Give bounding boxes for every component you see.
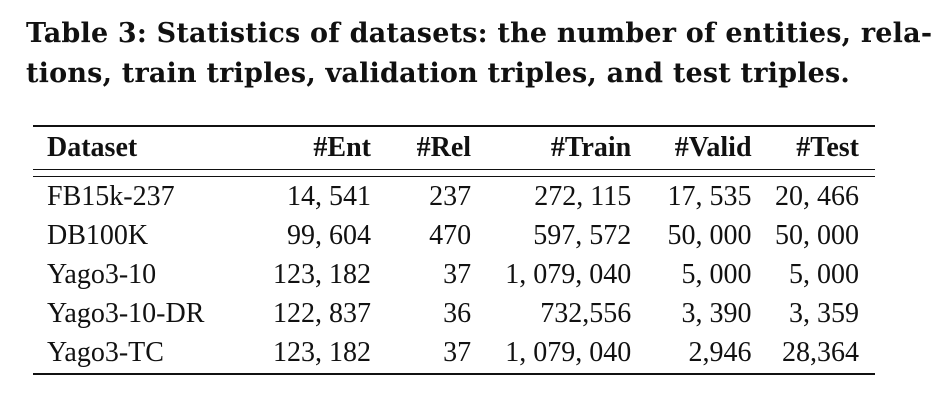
header-train: #Train	[471, 125, 632, 170]
caption-line-2: tions, train triples, validation triples…	[26, 58, 851, 89]
cell-dataset: FB15k-237	[47, 180, 175, 212]
cell-train: 597, 572	[533, 219, 632, 251]
cell-rel: 470	[429, 219, 472, 251]
cell-valid: 5, 000	[681, 258, 752, 290]
cell-rel: 37	[443, 258, 472, 290]
cell-rel: 237	[429, 180, 472, 212]
table-row: Yago3-10-DR 122, 837 36 732,556 3, 390 3…	[33, 294, 875, 333]
cell-dataset: Yago3-10-DR	[47, 297, 205, 329]
header-valid: #Valid	[631, 125, 752, 170]
double-rule	[33, 169, 875, 177]
cell-ent: 123, 182	[257, 333, 371, 375]
cell-valid: 2,946	[631, 333, 752, 375]
table-row: DB100K 99, 604 470 597, 572 50, 000 50, …	[33, 216, 875, 255]
table-caption: Table 3: Statistics of datasets: the num…	[26, 14, 933, 94]
cell-train: 1, 079, 040	[471, 333, 632, 375]
cell-test: 5, 000	[789, 258, 859, 290]
cell-valid: 50, 000	[667, 219, 752, 251]
cell-test: 3, 359	[789, 297, 859, 329]
cell-ent: 99, 604	[286, 219, 371, 251]
cell-ent: 14, 541	[286, 180, 371, 212]
cell-train: 272, 115	[534, 180, 632, 212]
cell-valid: 3, 390	[681, 297, 752, 329]
cell-train: 732,556	[540, 297, 632, 329]
header-rel: #Rel	[370, 125, 472, 170]
header-test: #Test	[751, 125, 875, 170]
cell-rel: 37	[370, 333, 472, 375]
caption-line-1: Table 3: Statistics of datasets: the num…	[26, 18, 933, 49]
dataset-statistics-table: Dataset #Ent #Rel #Train #Valid #Test FB…	[33, 125, 875, 375]
cell-rel: 36	[443, 297, 472, 329]
table-row: Yago3-10 123, 182 37 1, 079, 040 5, 000 …	[33, 255, 875, 294]
cell-dataset: DB100K	[47, 219, 149, 251]
cell-ent: 123, 182	[272, 258, 371, 290]
table-row: FB15k-237 14, 541 237 272, 115 17, 535 2…	[33, 177, 875, 217]
cell-valid: 17, 535	[667, 180, 752, 212]
cell-test: 28,364	[751, 333, 875, 375]
cell-dataset: Yago3-TC	[33, 333, 258, 375]
header-row: Dataset #Ent #Rel #Train #Valid #Test	[33, 125, 875, 170]
cell-train: 1, 079, 040	[505, 258, 632, 290]
cell-dataset: Yago3-10	[47, 258, 157, 290]
table-row: Yago3-TC 123, 182 37 1, 079, 040 2,946 2…	[33, 333, 875, 375]
dataset-statistics-table-container: Dataset #Ent #Rel #Train #Valid #Test FB…	[33, 125, 875, 375]
header-dataset: Dataset	[33, 125, 258, 170]
cell-ent: 122, 837	[272, 297, 371, 329]
cell-test: 20, 466	[775, 180, 859, 212]
cell-test: 50, 000	[775, 219, 859, 251]
header-ent: #Ent	[257, 125, 371, 170]
